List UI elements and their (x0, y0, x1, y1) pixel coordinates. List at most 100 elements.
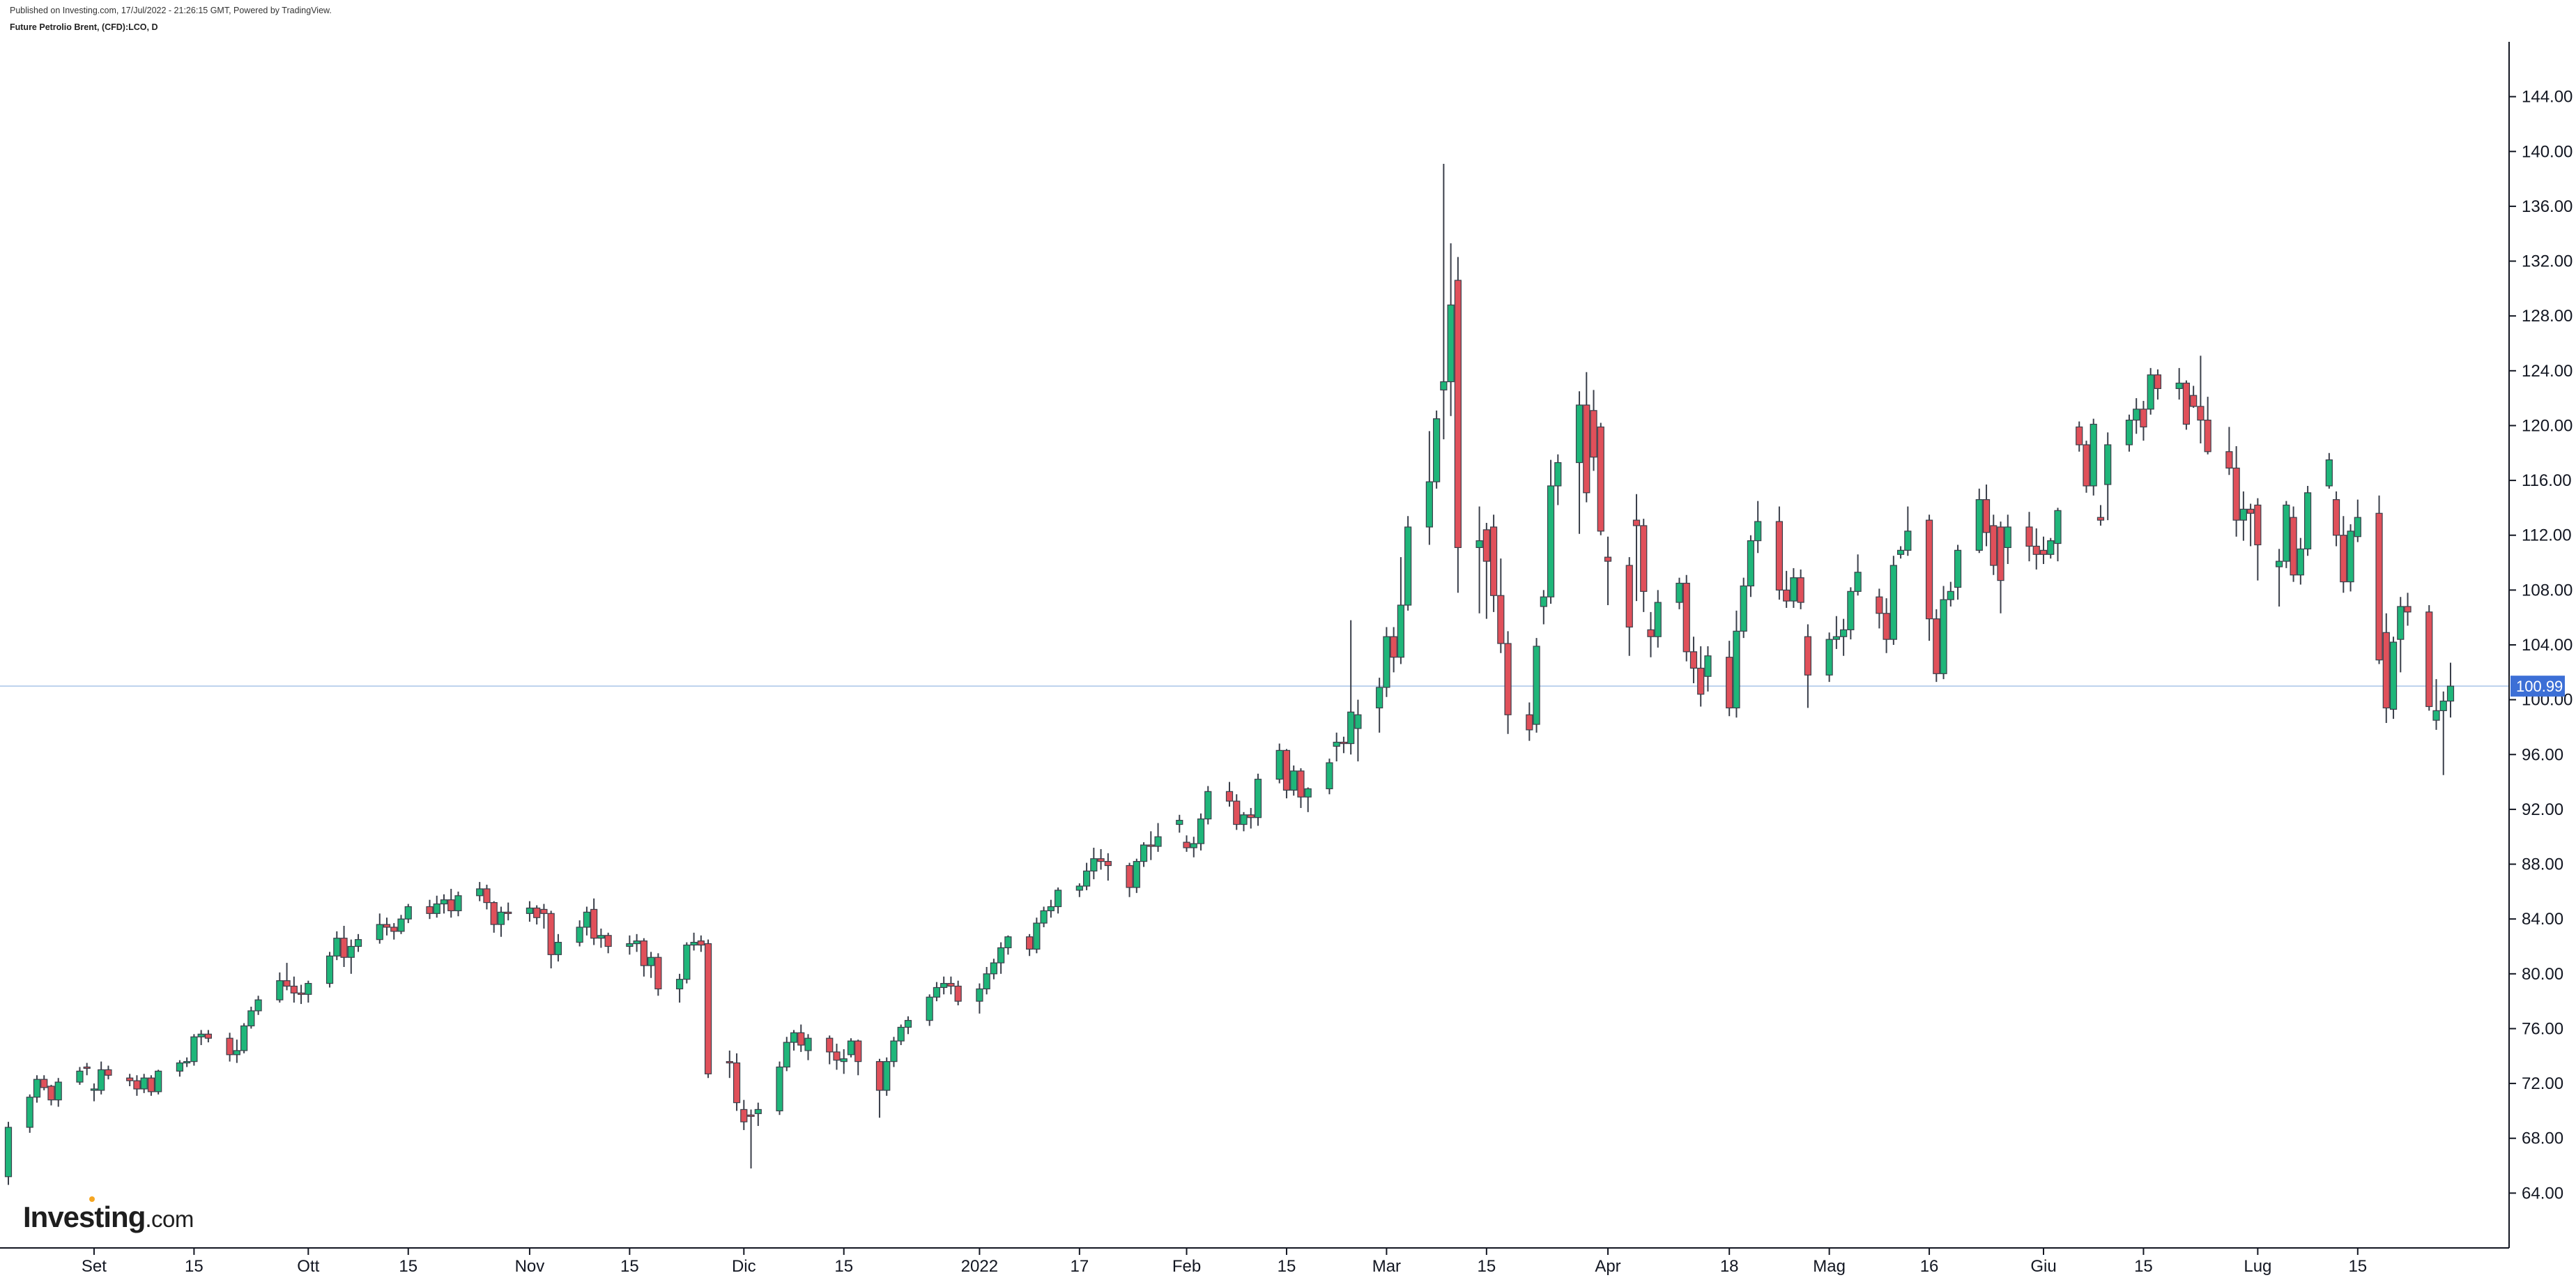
candle[interactable] (1925, 515, 1933, 641)
candle[interactable] (1090, 847, 1098, 880)
candle[interactable] (47, 1085, 55, 1106)
candle[interactable] (1632, 494, 1641, 602)
candle[interactable] (133, 1075, 141, 1096)
candle[interactable] (1726, 641, 1733, 717)
candle[interactable] (433, 895, 440, 918)
candle[interactable] (1947, 581, 1954, 607)
candle[interactable] (283, 963, 291, 991)
candle[interactable] (233, 1039, 240, 1063)
candle[interactable] (590, 898, 598, 945)
candle[interactable] (833, 1044, 841, 1070)
candle[interactable] (683, 942, 691, 984)
candle[interactable] (497, 906, 505, 937)
candle[interactable] (33, 1075, 41, 1103)
candle[interactable] (704, 939, 712, 1079)
candle[interactable] (454, 891, 462, 917)
candle[interactable] (254, 996, 262, 1015)
candle[interactable] (2133, 398, 2140, 434)
candle[interactable] (2297, 538, 2304, 585)
candle[interactable] (1489, 515, 1498, 612)
candle[interactable] (226, 1033, 233, 1062)
candle[interactable] (890, 1037, 898, 1067)
candle[interactable] (2154, 369, 2162, 400)
candle[interactable] (1004, 935, 1012, 955)
candle[interactable] (490, 901, 498, 933)
candle[interactable] (1797, 569, 1804, 609)
candle[interactable] (240, 1023, 248, 1053)
candle[interactable] (1454, 257, 1462, 593)
candle[interactable] (854, 1039, 862, 1076)
candle[interactable] (776, 1061, 783, 1115)
candle[interactable] (1190, 837, 1197, 858)
candle[interactable] (1447, 243, 1455, 416)
candle[interactable] (98, 1061, 105, 1095)
candle[interactable] (2446, 662, 2455, 718)
candle[interactable] (2190, 386, 2198, 408)
candle[interactable] (1689, 637, 1698, 684)
candle[interactable] (654, 953, 662, 996)
candle[interactable] (1504, 631, 1512, 734)
candle[interactable] (383, 917, 391, 936)
candle[interactable] (505, 902, 512, 921)
candle[interactable] (276, 972, 284, 1003)
candle[interactable] (1082, 862, 1091, 890)
candle[interactable] (740, 1099, 748, 1130)
candle[interactable] (40, 1075, 48, 1090)
candle[interactable] (105, 1065, 112, 1080)
candle[interactable] (1326, 759, 1333, 795)
candle[interactable] (733, 1053, 741, 1111)
candle[interactable] (1825, 632, 1833, 683)
candle[interactable] (1754, 501, 1762, 554)
candle[interactable] (1876, 588, 1883, 629)
candle[interactable] (2182, 380, 2191, 430)
candle[interactable] (1254, 773, 1262, 826)
candle[interactable] (483, 885, 491, 910)
candle[interactable] (2083, 441, 2090, 493)
candle[interactable] (2054, 508, 2062, 562)
candle[interactable] (947, 976, 955, 995)
candle[interactable] (90, 1083, 98, 1102)
candle[interactable] (126, 1074, 134, 1087)
candle[interactable] (204, 1030, 212, 1043)
candle[interactable] (1404, 516, 1412, 611)
candle[interactable] (1697, 646, 1705, 707)
candle[interactable] (533, 905, 541, 925)
candle[interactable] (1026, 934, 1034, 957)
candle[interactable] (404, 904, 412, 924)
candle[interactable] (1896, 546, 1905, 559)
candle[interactable] (1704, 646, 1712, 692)
candle[interactable] (747, 1109, 755, 1168)
candle[interactable] (1304, 787, 1312, 812)
candle[interactable] (1597, 422, 1604, 535)
candle[interactable] (1540, 590, 1547, 625)
candle[interactable] (690, 932, 698, 951)
candle[interactable] (147, 1075, 155, 1096)
candle[interactable] (1133, 858, 1140, 893)
candle[interactable] (325, 952, 334, 988)
candle[interactable] (954, 980, 962, 1006)
candle[interactable] (976, 983, 983, 1014)
candle[interactable] (2340, 516, 2347, 593)
candle[interactable] (597, 928, 605, 948)
candle[interactable] (1040, 906, 1048, 927)
candle[interactable] (875, 1058, 884, 1118)
candle[interactable] (2225, 427, 2233, 475)
candle[interactable] (1604, 536, 1612, 605)
candle[interactable] (626, 935, 634, 955)
candle[interactable] (83, 1062, 91, 1076)
candle[interactable] (1147, 831, 1155, 860)
candle[interactable] (1282, 749, 1291, 799)
candle[interactable] (883, 1057, 891, 1096)
candle[interactable] (2283, 501, 2290, 568)
candle[interactable] (1290, 765, 1298, 796)
candle[interactable] (1889, 556, 1897, 645)
candle[interactable] (1247, 807, 1255, 829)
candle[interactable] (376, 913, 383, 944)
candle[interactable] (933, 982, 941, 1002)
candle[interactable] (2347, 524, 2354, 592)
candle[interactable] (1047, 899, 1055, 918)
candle[interactable] (1832, 616, 1840, 649)
candle[interactable] (1840, 618, 1848, 656)
candle[interactable] (2032, 528, 2040, 570)
candle[interactable] (1847, 587, 1855, 640)
